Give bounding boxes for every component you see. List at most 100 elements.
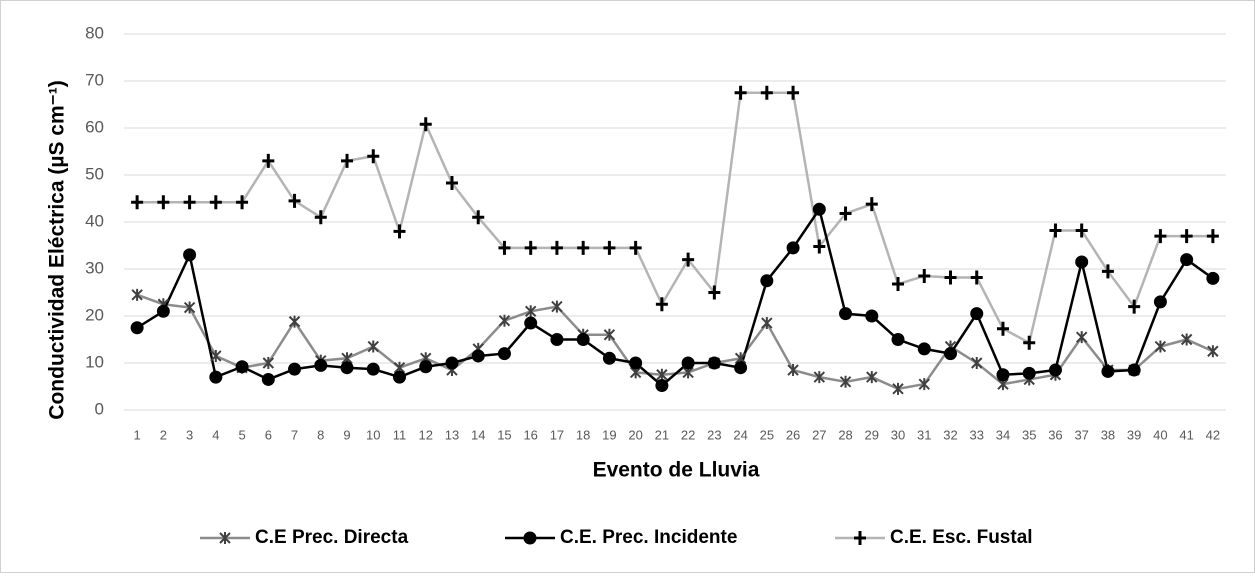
marker <box>996 321 1009 336</box>
x-tick-label: 30 <box>891 427 905 442</box>
marker <box>760 85 773 100</box>
marker <box>524 316 538 330</box>
marker <box>314 358 328 372</box>
marker <box>865 197 878 212</box>
legend-label: C.E Prec. Directa <box>255 527 409 548</box>
marker <box>1128 299 1141 314</box>
marker <box>944 347 957 361</box>
x-tick-label: 42 <box>1206 427 1220 442</box>
x-tick-label: 35 <box>1022 427 1036 442</box>
marker <box>734 85 747 100</box>
x-tick-label: 13 <box>445 427 459 442</box>
marker <box>1180 253 1194 267</box>
x-tick-label: 3 <box>186 427 193 442</box>
marker <box>235 360 249 374</box>
x-tick-label: 36 <box>1048 427 1062 442</box>
marker <box>156 304 170 318</box>
x-tick-label: 26 <box>786 427 800 442</box>
x-tick-label: 8 <box>317 427 324 442</box>
marker <box>839 206 852 221</box>
x-tick-label: 33 <box>970 427 984 442</box>
marker <box>498 240 511 255</box>
x-tick-label: 31 <box>917 427 931 442</box>
marker <box>761 317 773 330</box>
x-tick-label: 10 <box>366 427 380 442</box>
x-tick-label: 5 <box>238 427 245 442</box>
marker <box>445 356 459 370</box>
x-tick-label: 25 <box>760 427 774 442</box>
marker <box>996 368 1010 382</box>
marker <box>576 333 590 346</box>
x-tick-label: 6 <box>265 427 272 442</box>
marker <box>1154 340 1167 353</box>
series-line <box>137 91 1213 345</box>
y-tick-label: 40 <box>85 211 104 230</box>
marker <box>917 342 931 356</box>
legend-label: C.E. Esc. Fustal <box>890 527 1033 548</box>
x-tick-label: 39 <box>1127 427 1141 442</box>
x-tick-label: 12 <box>419 427 433 442</box>
marker <box>1154 229 1167 244</box>
marker <box>629 356 643 370</box>
marker <box>550 333 564 346</box>
marker <box>603 240 616 255</box>
marker <box>471 349 485 363</box>
marker <box>524 240 537 255</box>
marker <box>839 375 852 388</box>
marker <box>340 361 354 375</box>
y-tick-label: 60 <box>85 117 104 136</box>
marker <box>524 305 537 318</box>
x-tick-label: 22 <box>681 427 695 442</box>
marker <box>1206 271 1220 285</box>
marker <box>1075 223 1088 238</box>
x-tick-label: 19 <box>602 427 616 442</box>
y-tick-label: 0 <box>95 399 104 418</box>
marker <box>157 195 170 210</box>
marker <box>866 371 878 384</box>
marker <box>839 307 853 321</box>
x-tick-label: 38 <box>1101 427 1115 442</box>
marker <box>734 361 748 375</box>
marker <box>891 333 905 346</box>
marker <box>1049 223 1062 238</box>
marker <box>1023 335 1036 350</box>
marker <box>971 357 983 369</box>
x-tick-label: 40 <box>1153 427 1167 442</box>
marker <box>262 153 275 168</box>
marker <box>261 372 275 386</box>
marker <box>892 277 905 292</box>
marker <box>918 269 931 284</box>
legend-marker <box>523 531 537 545</box>
marker <box>1075 255 1089 269</box>
marker <box>577 240 590 255</box>
marker <box>602 351 616 365</box>
marker <box>314 210 327 225</box>
x-tick-label: 21 <box>655 427 669 442</box>
marker <box>497 347 511 361</box>
marker <box>629 240 642 255</box>
y-axis-label: Conductividad Eléctrica (µS cm⁻¹) <box>46 80 69 419</box>
marker <box>918 378 930 391</box>
y-tick-label: 50 <box>85 164 104 183</box>
legend-marker <box>854 531 866 545</box>
y-tick-label: 10 <box>85 352 104 371</box>
marker <box>498 314 511 327</box>
marker <box>210 349 222 362</box>
marker <box>1153 295 1167 309</box>
marker <box>130 321 144 335</box>
x-tick-label: 16 <box>523 427 537 442</box>
x-tick-label: 9 <box>343 427 350 442</box>
x-tick-label: 15 <box>497 427 511 442</box>
marker <box>366 362 380 376</box>
marker <box>445 175 458 190</box>
marker <box>551 300 563 313</box>
marker <box>760 274 774 288</box>
marker <box>393 370 406 384</box>
marker <box>419 117 432 132</box>
x-tick-label: 34 <box>996 427 1010 442</box>
marker <box>708 285 721 300</box>
legend-label: C.E. Prec. Incidente <box>560 527 737 548</box>
marker <box>787 364 799 377</box>
